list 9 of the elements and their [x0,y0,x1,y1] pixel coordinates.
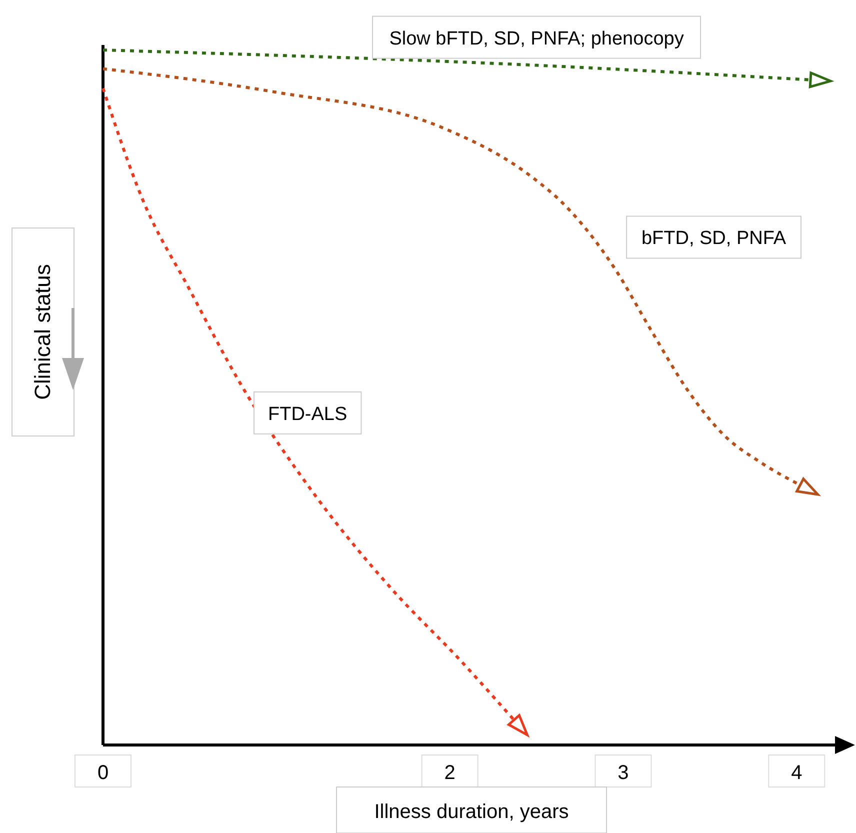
series-label: Slow bFTD, SD, PNFA; phenocopy [389,28,684,50]
series-label: bFTD, SD, PNFA [641,228,786,250]
y-axis-title: Clinical status [30,264,55,400]
x-tick-label: 0 [97,762,109,784]
x-tick-label: 3 [618,762,629,784]
series-label: FTD-ALS [268,404,348,425]
x-tick-label: 2 [444,762,456,784]
x-axis-title: Illness duration, years [374,801,569,823]
x-tick-label: 4 [791,762,802,784]
